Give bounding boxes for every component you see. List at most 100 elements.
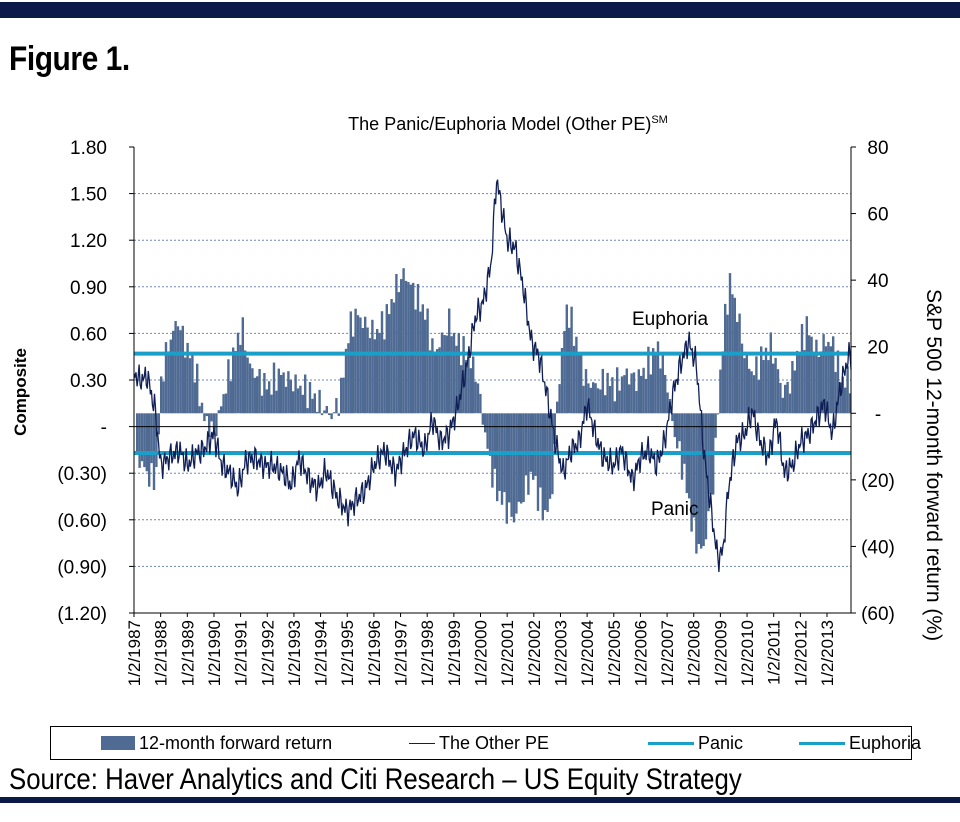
forward-return-bar bbox=[325, 406, 328, 414]
forward-return-bar bbox=[524, 413, 528, 476]
forward-return-bar bbox=[757, 380, 760, 414]
forward-return-bar bbox=[239, 344, 242, 414]
forward-return-bar bbox=[680, 413, 684, 480]
forward-return-bar bbox=[416, 284, 420, 414]
forward-return-bar bbox=[762, 360, 765, 414]
forward-return-bar bbox=[608, 386, 612, 414]
forward-return-bar bbox=[289, 379, 292, 414]
right-tick-label: 40 bbox=[867, 271, 888, 292]
chart-title-text: The Panic/Euphoria Model (Other PE) bbox=[348, 114, 651, 134]
forward-return-bar bbox=[421, 304, 424, 414]
forward-return-bar bbox=[280, 375, 283, 414]
forward-return-bar bbox=[623, 375, 626, 414]
forward-return-bar bbox=[517, 413, 520, 502]
right-tick-label: 60 bbox=[867, 205, 888, 226]
forward-return-bar bbox=[764, 347, 768, 414]
forward-return-bar bbox=[661, 352, 664, 414]
forward-return-bar bbox=[568, 327, 571, 414]
forward-return-bar bbox=[313, 393, 316, 414]
forward-return-bar bbox=[270, 394, 273, 414]
forward-return-bar bbox=[330, 413, 333, 420]
forward-return-bar bbox=[268, 381, 271, 414]
legend-item-other-pe: The Other PE bbox=[409, 727, 549, 759]
forward-return-bar bbox=[282, 372, 285, 414]
legend-swatch-pe bbox=[409, 742, 435, 744]
forward-return-bar bbox=[342, 377, 345, 414]
forward-return-bar bbox=[688, 413, 691, 499]
forward-return-bar bbox=[776, 369, 780, 414]
forward-return-bar bbox=[469, 368, 472, 414]
forward-return-bar bbox=[140, 413, 144, 462]
forward-return-bar bbox=[328, 413, 331, 415]
forward-return-bar bbox=[824, 346, 828, 414]
x-axis-ticks: 1/2/1987 1/2/1988 1/2/1989 1/2/1990 1/2/1991… bbox=[125, 613, 837, 686]
forward-return-bar bbox=[740, 343, 744, 414]
forward-return-bar bbox=[604, 395, 607, 414]
forward-return-bar bbox=[505, 413, 508, 524]
forward-return-bar bbox=[426, 308, 429, 414]
x-tick-label: 1/2/1999 bbox=[445, 620, 464, 686]
forward-return-bar bbox=[464, 360, 468, 414]
forward-return-bar bbox=[637, 369, 640, 414]
forward-return-bar bbox=[253, 377, 256, 414]
forward-return-bar bbox=[767, 360, 770, 414]
forward-return-bar bbox=[455, 345, 458, 414]
forward-return-bar bbox=[354, 308, 357, 414]
forward-return-bar bbox=[724, 303, 727, 414]
forward-return-bar bbox=[150, 413, 153, 464]
forward-return-bar bbox=[750, 371, 753, 414]
x-tick-label: 1/2/1996 bbox=[365, 620, 384, 686]
x-tick-label: 1/2/2000 bbox=[472, 620, 491, 686]
forward-return-bar bbox=[316, 411, 319, 414]
forward-return-bar bbox=[601, 368, 604, 414]
forward-return-bar bbox=[191, 354, 194, 414]
forward-return-bar bbox=[203, 413, 206, 422]
forward-return-bar bbox=[791, 361, 794, 414]
x-tick-label: 1/2/1995 bbox=[338, 620, 357, 686]
forward-return-bar bbox=[474, 381, 477, 414]
forward-return-bar bbox=[695, 413, 698, 554]
forward-return-bar bbox=[738, 313, 741, 414]
x-tick-label: 1/2/1987 bbox=[125, 620, 144, 686]
forward-return-bar bbox=[620, 376, 624, 414]
right-tick-label: 20 bbox=[867, 338, 888, 359]
forward-return-bar bbox=[707, 413, 710, 512]
left-tick-label: (0.60) bbox=[57, 511, 107, 532]
left-tick-label: 1.80 bbox=[70, 138, 107, 159]
forward-return-bar bbox=[805, 316, 808, 414]
left-tick-label: 1.50 bbox=[70, 185, 107, 206]
left-tick-label: 0.30 bbox=[70, 371, 107, 392]
forward-return-bar bbox=[692, 413, 696, 518]
left-tick-label: 1.20 bbox=[70, 231, 107, 252]
forward-return-bar bbox=[335, 398, 338, 414]
forward-return-bar bbox=[673, 413, 676, 438]
forward-return-bar bbox=[376, 329, 379, 414]
right-axis-ticks: 80 60 40 20 - (20) (40) (60) bbox=[851, 138, 895, 625]
forward-return-bar bbox=[320, 413, 324, 416]
forward-return-bar bbox=[589, 387, 592, 414]
forward-return-bar bbox=[529, 413, 532, 472]
forward-return-bar bbox=[616, 367, 619, 414]
forward-return-bar bbox=[676, 413, 679, 449]
x-tick-label: 1/2/2010 bbox=[738, 620, 757, 686]
forward-return-bar bbox=[443, 335, 446, 414]
forward-return-bar bbox=[196, 363, 199, 414]
forward-return-bar bbox=[246, 357, 249, 414]
forward-return-bar bbox=[244, 350, 247, 414]
x-tick-label: 1/2/1998 bbox=[418, 620, 437, 686]
forward-return-bar bbox=[829, 346, 832, 414]
forward-return-bar bbox=[404, 280, 408, 414]
forward-return-bar bbox=[848, 393, 852, 414]
forward-return-bar bbox=[683, 413, 686, 464]
euphoria-annotation: Euphoria bbox=[632, 309, 708, 330]
forward-return-bar bbox=[412, 282, 415, 414]
x-tick-label: 1/2/2008 bbox=[685, 620, 704, 686]
forward-return-bar bbox=[510, 413, 513, 517]
left-tick-label: 0.60 bbox=[70, 324, 107, 345]
forward-return-bar bbox=[308, 382, 312, 414]
right-tick-label: - bbox=[875, 404, 881, 425]
forward-return-bar bbox=[716, 413, 720, 415]
forward-return-bar bbox=[232, 347, 235, 414]
forward-return-bar bbox=[563, 331, 566, 414]
forward-return-bar bbox=[594, 383, 597, 414]
